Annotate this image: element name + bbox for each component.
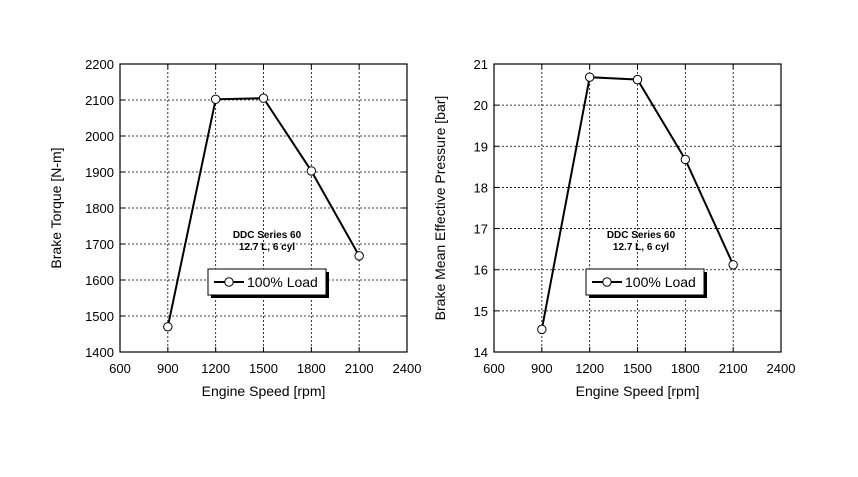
chart-annotation: 12.7 L, 6 cyl	[613, 242, 669, 253]
data-point	[728, 260, 738, 270]
y-tick-label: 16	[474, 263, 488, 278]
x-tick-label: 600	[483, 361, 505, 376]
y-tick-label: 1700	[85, 237, 114, 252]
data-point	[354, 251, 364, 261]
y-tick-label: 2000	[85, 129, 114, 144]
x-tick-label: 900	[157, 361, 179, 376]
x-tick-label: 900	[531, 361, 553, 376]
x-axis-title: Engine Speed [rpm]	[576, 383, 700, 399]
x-tick-label: 1200	[575, 361, 604, 376]
x-tick-label: 1800	[671, 361, 700, 376]
x-tick-label: 1500	[249, 361, 278, 376]
x-tick-label: 1500	[623, 361, 652, 376]
y-tick-label: 17	[474, 222, 488, 237]
data-point	[680, 154, 691, 165]
y-tick-label: 1400	[85, 345, 114, 360]
y-tick-label: 20	[474, 98, 488, 113]
chart-annotation: 12.7 L, 6 cyl	[239, 242, 295, 253]
data-point	[584, 72, 595, 82]
y-tick-label: 2200	[85, 57, 114, 72]
y-tick-label: 1500	[85, 309, 114, 324]
x-tick-label: 600	[109, 361, 131, 376]
data-point	[537, 324, 547, 335]
x-tick-label: 2100	[345, 361, 374, 376]
legend-marker	[224, 277, 234, 287]
x-tick-label: 1800	[297, 361, 326, 376]
x-tick-label: 2400	[393, 361, 422, 376]
data-point	[306, 166, 317, 176]
y-tick-label: 14	[474, 345, 488, 360]
y-tick-label: 19	[474, 139, 488, 154]
legend-label: 100% Load	[247, 274, 318, 290]
chart-annotation: DDC Series 60	[607, 230, 676, 241]
y-tick-label: 2100	[85, 93, 114, 108]
chart-annotation: DDC Series 60	[233, 230, 302, 241]
x-axis-title: Engine Speed [rpm]	[202, 383, 326, 399]
plot-frame	[493, 63, 782, 353]
plot-frame	[119, 63, 408, 353]
legend-marker	[602, 277, 612, 287]
data-point	[632, 74, 643, 85]
legend-label: 100% Load	[625, 274, 696, 290]
chart-panel-1: 600 900 1200 1500 1800 2100 2400 1400 1500 1600 17…	[48, 57, 421, 399]
y-tick-label: 1600	[85, 273, 114, 288]
y-tick-label: 1900	[85, 165, 114, 180]
y-tick-label: 15	[474, 304, 488, 319]
data-point	[163, 322, 173, 332]
data-point	[210, 94, 221, 104]
x-tick-label: 2100	[719, 361, 748, 376]
y-tick-label: 1800	[85, 201, 114, 216]
y-tick-label: 21	[474, 57, 488, 72]
y-tick-label: 18	[474, 180, 488, 195]
x-tick-label: 1200	[201, 361, 230, 376]
y-axis-title: Brake Mean Effective Pressure [bar]	[432, 96, 448, 321]
data-point	[258, 93, 269, 103]
chart-panel-2: 600 900 1200 1500 1800 2100 2400 14 15 16 17 18 19 20…	[432, 57, 795, 399]
y-axis-title: Brake Torque [N-m]	[48, 147, 64, 268]
x-tick-label: 2400	[767, 361, 796, 376]
